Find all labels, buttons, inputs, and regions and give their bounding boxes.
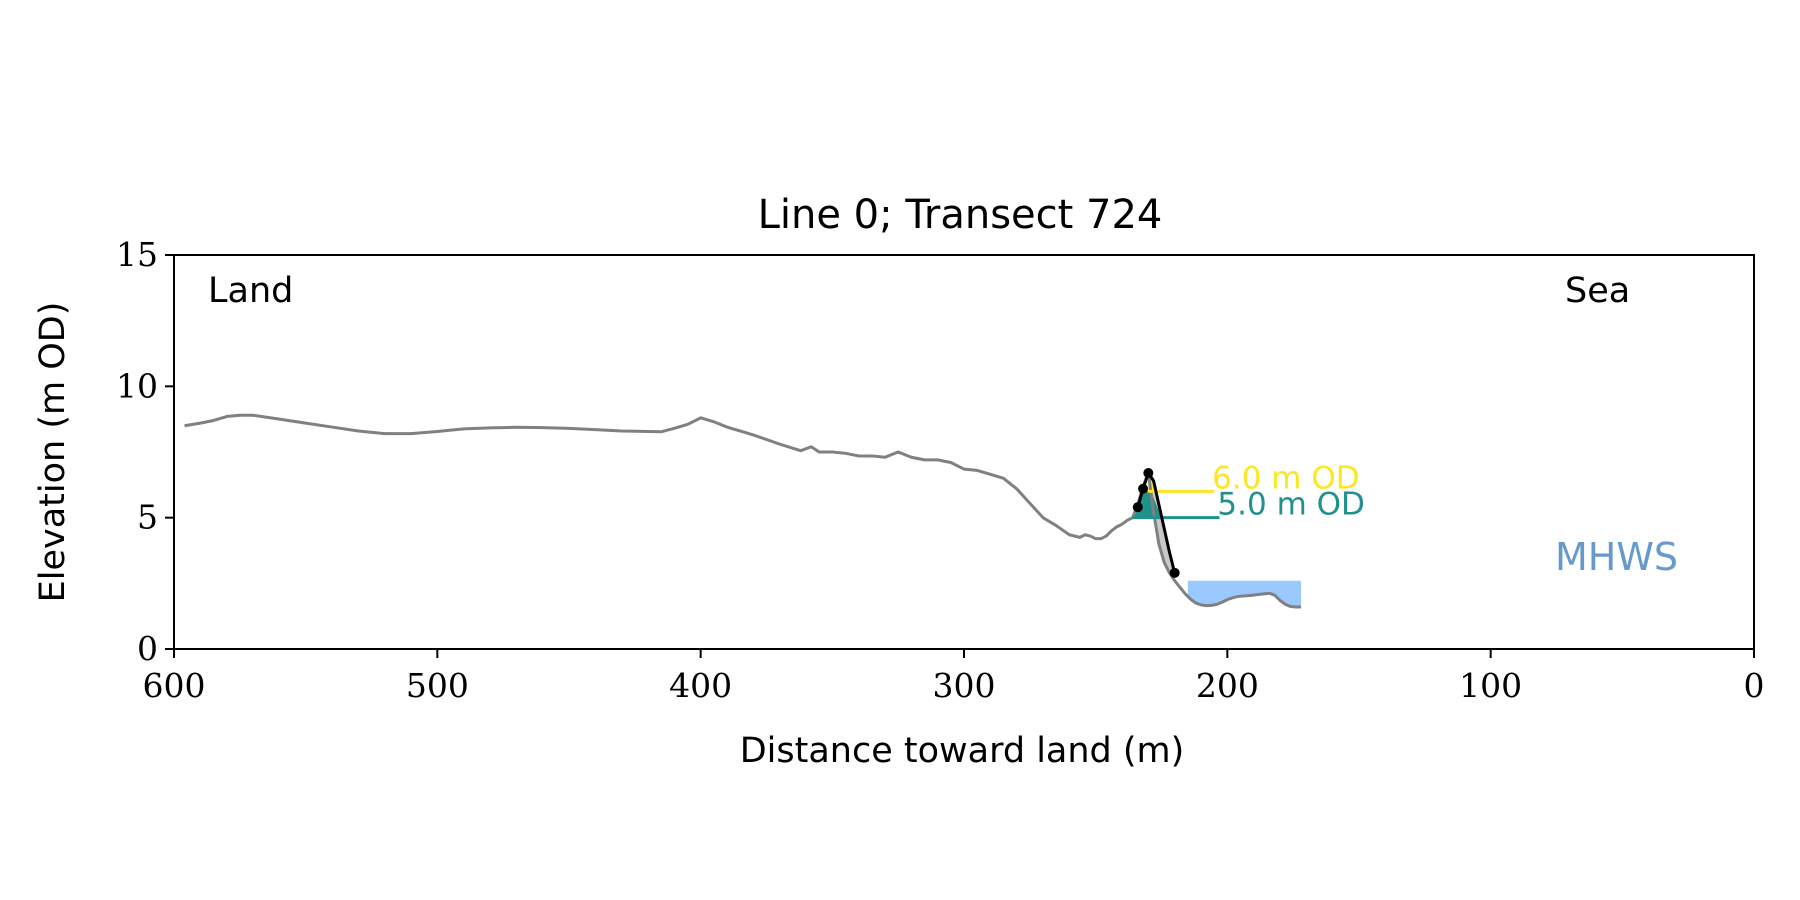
x-axis-label: Distance toward land (m) (740, 731, 1185, 771)
line-layer (184, 413, 1302, 609)
profile-line (184, 413, 1302, 609)
mark-layer (1132, 468, 1180, 578)
x-tick-label: 400 (669, 666, 732, 705)
edge-point (1143, 468, 1154, 479)
level-5-label: 5.0 m OD (1217, 487, 1364, 523)
x-tick-label: 500 (406, 666, 469, 705)
y-tick-label: 0 (137, 629, 158, 668)
y-tick-label: 10 (116, 366, 158, 405)
x-tick-label: 100 (1459, 666, 1522, 705)
level-6-label: 6.0 m OD (1212, 460, 1359, 496)
land-label: Land (208, 271, 293, 311)
x-tick-label: 300 (933, 666, 996, 705)
x-tick-label: 0 (1744, 666, 1765, 705)
y-tick-label: 15 (116, 235, 158, 274)
edge-point (1169, 567, 1180, 578)
mhws-water-fill (1187, 580, 1302, 607)
sea-label: Sea (1565, 271, 1630, 311)
edge-point (1138, 483, 1149, 494)
x-tick-label: 600 (143, 666, 206, 705)
x-axis: 600 500 400 300 200 100 0 (143, 649, 1765, 705)
mhws-label: MHWS (1555, 535, 1678, 579)
chart-title: Line 0; Transect 724 (758, 192, 1163, 238)
edge-point (1132, 502, 1143, 513)
x-tick-label: 200 (1196, 666, 1259, 705)
plot-frame (173, 254, 1755, 650)
y-axis-label: Elevation (m OD) (33, 302, 73, 603)
y-tick-label: 5 (137, 498, 158, 537)
y-axis: 0 5 10 15 (116, 235, 174, 668)
